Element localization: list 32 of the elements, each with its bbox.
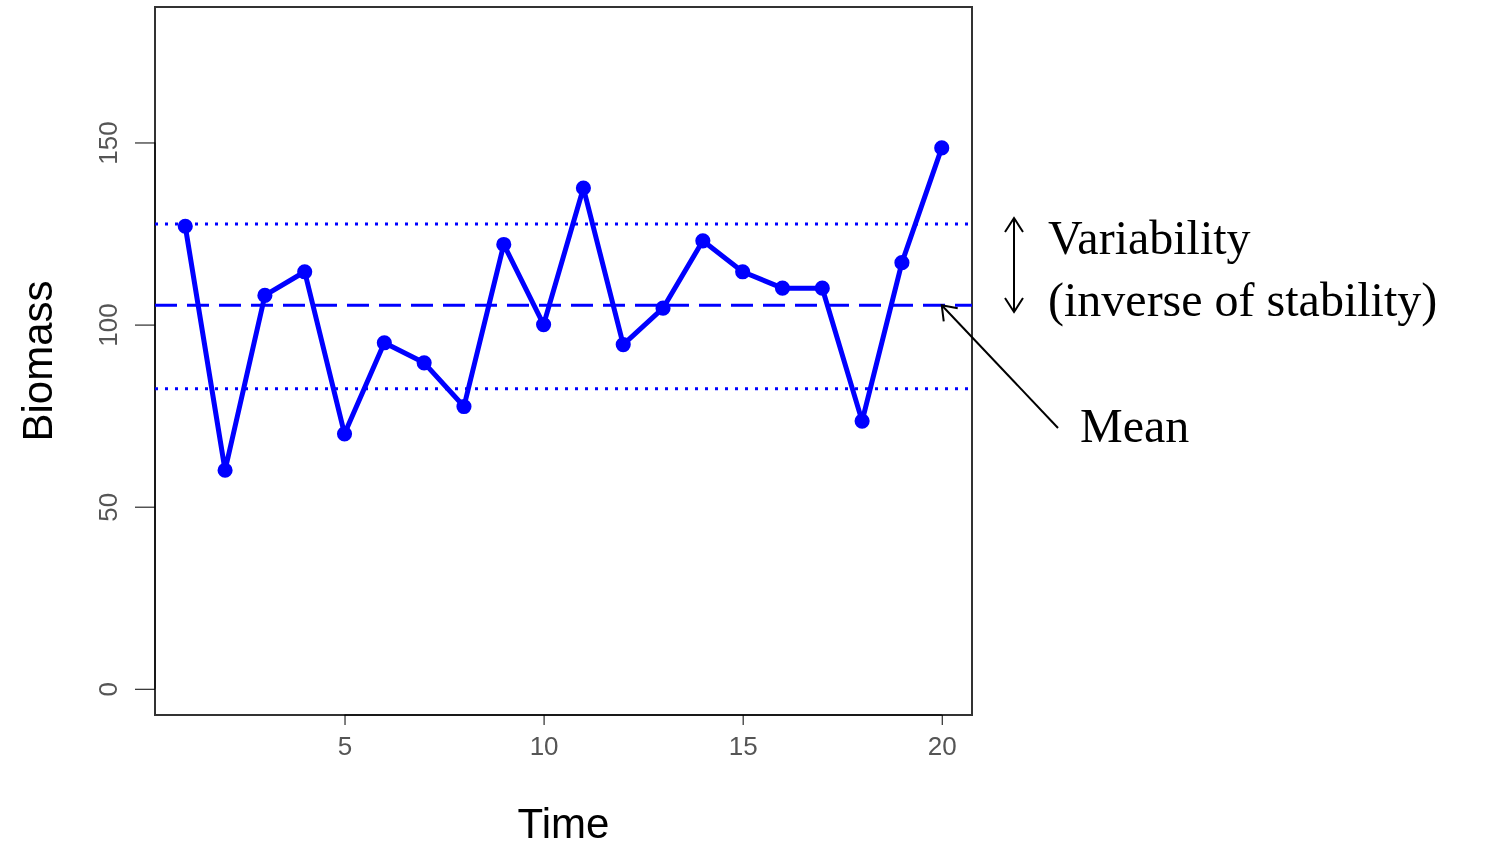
y-tick-label: 50 [93, 492, 123, 522]
annotation: Mean [1080, 399, 1190, 452]
x-tick-label: 10 [529, 731, 559, 762]
point [814, 280, 830, 296]
point [456, 398, 472, 415]
point [336, 426, 353, 442]
y-axis-title: Biomass [14, 280, 61, 442]
point [496, 236, 512, 253]
y-tick-label: 100 [93, 303, 123, 347]
point [416, 355, 432, 371]
point [934, 140, 950, 156]
point [854, 413, 870, 429]
point [695, 233, 711, 249]
point [894, 255, 910, 271]
point [376, 335, 392, 351]
x-tick-label: 15 [728, 731, 758, 762]
point [536, 317, 552, 333]
point [735, 264, 751, 280]
point [297, 264, 313, 280]
text: Variability (inverse of stability) [1048, 211, 1438, 327]
x-tick-label: 20 [927, 731, 957, 762]
point [177, 218, 193, 234]
point [615, 337, 631, 353]
point [655, 300, 671, 316]
point [257, 287, 273, 303]
point [217, 462, 233, 478]
x-axis-title: Time [517, 800, 610, 845]
y-tick-label: 150 [93, 121, 123, 165]
point [774, 280, 791, 296]
y-tick-label: 0 [93, 682, 123, 697]
x-tick-label: 5 [337, 731, 353, 762]
point [575, 180, 591, 196]
